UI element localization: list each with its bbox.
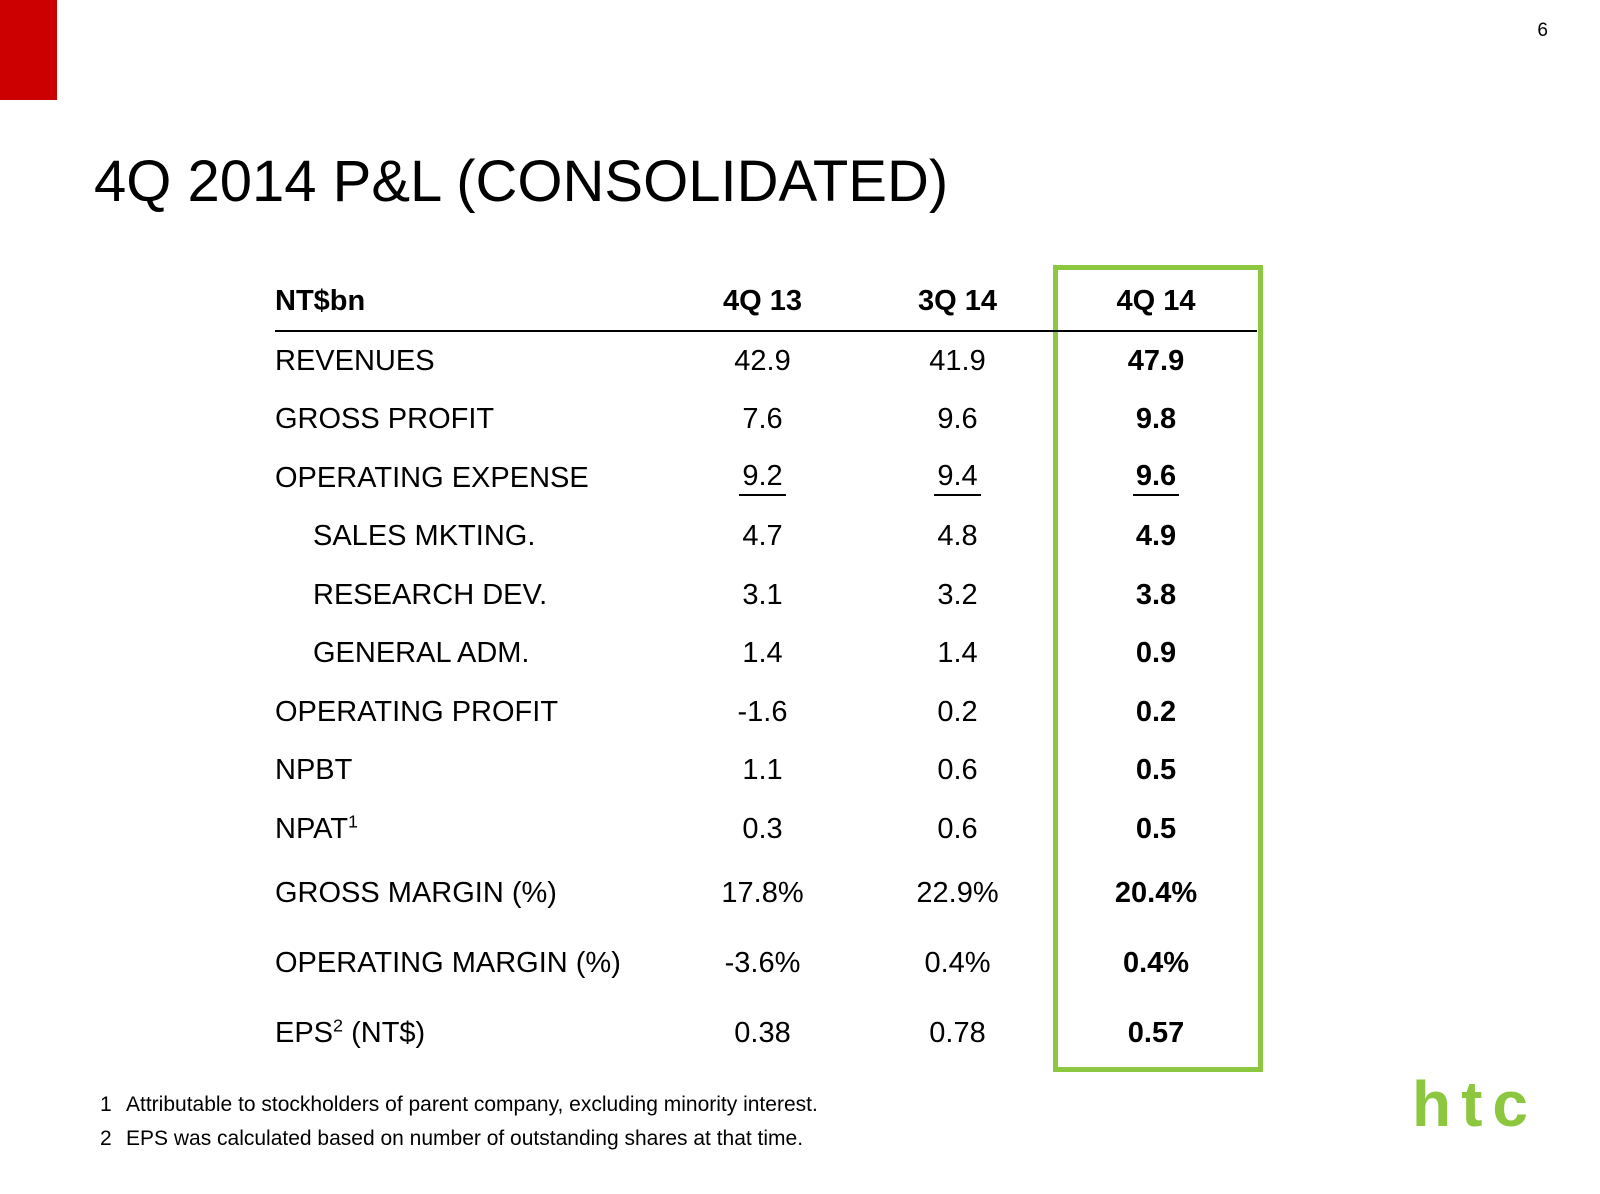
cell-value: 42.9 [734, 344, 791, 377]
cell-value: 20.4% [1114, 877, 1198, 909]
cell-value: 3.2 [937, 578, 978, 611]
cell-value: 4.8 [937, 520, 978, 553]
cell-value: 17.8% [721, 877, 804, 909]
cell-value: 0.9 [1135, 637, 1177, 670]
cell-value: 4.9 [1135, 520, 1177, 553]
table-row: RESEARCH DEV. 3.1 3.2 3.8 [275, 566, 1257, 625]
cell-value: 9.6 [937, 403, 978, 436]
cell-value: -3.6% [724, 947, 801, 979]
cell-value: 9.8 [1135, 403, 1177, 436]
row-label: NPBT [275, 754, 353, 787]
row-label: OPERATING EXPENSE [275, 461, 589, 494]
cell-value: 0.6 [937, 812, 978, 845]
table-row: GROSS PROFIT 7.6 9.6 9.8 [275, 391, 1257, 450]
table-row: NPAT1 0.3 0.6 0.5 [275, 800, 1257, 859]
table-row: OPERATING PROFIT -1.6 0.2 0.2 [275, 683, 1257, 742]
cell-value: 47.9 [1127, 344, 1185, 377]
row-label: GROSS MARGIN (%) [275, 877, 557, 909]
cell-value: 0.6 [937, 754, 978, 787]
cell-value: 0.2 [937, 695, 978, 728]
footnote: 1 Attributable to stockholders of parent … [100, 1093, 818, 1117]
row-label: OPERATING MARGIN (%) [275, 947, 621, 979]
cell-value: 9.4 [860, 460, 1055, 497]
cell-value: 0.4% [924, 947, 991, 979]
htc-logo: htc [1412, 1068, 1538, 1140]
cell-value: 0.3 [742, 812, 783, 845]
slide-title: 4Q 2014 P&L (CONSOLIDATED) [94, 149, 949, 214]
cell-value: 0.57 [1127, 1017, 1185, 1049]
cell-value: 0.2 [1135, 695, 1177, 728]
footnote-number: 2 [100, 1127, 112, 1150]
cell-value: 7.6 [742, 403, 783, 436]
cell-value: 4.7 [742, 520, 783, 553]
pl-table-body: REVENUES 42.9 41.9 47.9 GROSS PROFIT 7.6 9.6 9.… [275, 332, 1257, 1069]
highlight-box-4q14-column [1053, 265, 1263, 1072]
table-row: REVENUES 42.9 41.9 47.9 [275, 332, 1257, 391]
row-label: GENERAL ADM. [313, 637, 530, 670]
table-row: OPERATING MARGIN (%) -3.6% 0.4% 0.4% [275, 929, 1257, 999]
row-label: REVENUES [275, 344, 435, 377]
footnote-number: 1 [100, 1093, 112, 1116]
cell-value: 3.1 [742, 578, 783, 611]
table-row: OPERATING EXPENSE 9.2 9.4 9.6 [275, 449, 1257, 508]
table-row: NPBT 1.1 0.6 0.5 [275, 742, 1257, 801]
column-header-4q14: 4Q 14 [1116, 284, 1196, 317]
cell-value: 1.4 [742, 637, 783, 670]
cell-value: 0.78 [929, 1017, 986, 1049]
cell-value: 41.9 [929, 344, 986, 377]
cell-value: 0.5 [1135, 754, 1177, 787]
row-label: RESEARCH DEV. [313, 578, 548, 611]
cell-value: 9.2 [665, 460, 860, 497]
row-label: GROSS PROFIT [275, 403, 495, 436]
table-row: GENERAL ADM. 1.4 1.4 0.9 [275, 625, 1257, 684]
footnote-text: Attributable to stockholders of parent c… [126, 1093, 818, 1116]
table-row: EPS2 (NT$) 0.38 0.78 0.57 [275, 999, 1257, 1069]
footnote-text: EPS was calculated based on number of ou… [126, 1127, 804, 1150]
row-label: SALES MKTING. [313, 520, 536, 553]
cell-value: 0.4% [1122, 947, 1190, 979]
cell-value: 22.9% [916, 877, 999, 909]
cell-value: -1.6 [737, 695, 788, 728]
table-header-row: NT$bn 4Q 13 3Q 14 4Q 14 [275, 272, 1257, 332]
column-header-3q14: 3Q 14 [918, 284, 997, 317]
unit-label: NT$bn [275, 284, 366, 317]
row-label: OPERATING PROFIT [275, 695, 559, 728]
footnotes: 1 Attributable to stockholders of parent … [100, 1093, 818, 1161]
cell-value: 9.6 [1055, 460, 1257, 497]
row-label: NPAT1 [275, 811, 359, 845]
table-row: GROSS MARGIN (%) 17.8% 22.9% 20.4% [275, 859, 1257, 929]
table-row: SALES MKTING. 4.7 4.8 4.9 [275, 508, 1257, 567]
cell-value: 1.1 [742, 754, 783, 787]
cell-value: 0.5 [1135, 812, 1177, 845]
column-header-4q13: 4Q 13 [723, 284, 802, 317]
cell-value: 1.4 [937, 637, 978, 670]
pl-table: NT$bn 4Q 13 3Q 14 4Q 14 REVENUES 42.9 41.9… [275, 272, 1257, 1069]
footnote: 2 EPS was calculated based on number of o… [100, 1127, 818, 1151]
page-number: 6 [1537, 20, 1548, 41]
cell-value: 0.38 [734, 1017, 791, 1049]
red-corner-accent [0, 0, 57, 100]
row-label: EPS2 (NT$) [275, 1015, 426, 1049]
cell-value: 3.8 [1135, 578, 1177, 611]
